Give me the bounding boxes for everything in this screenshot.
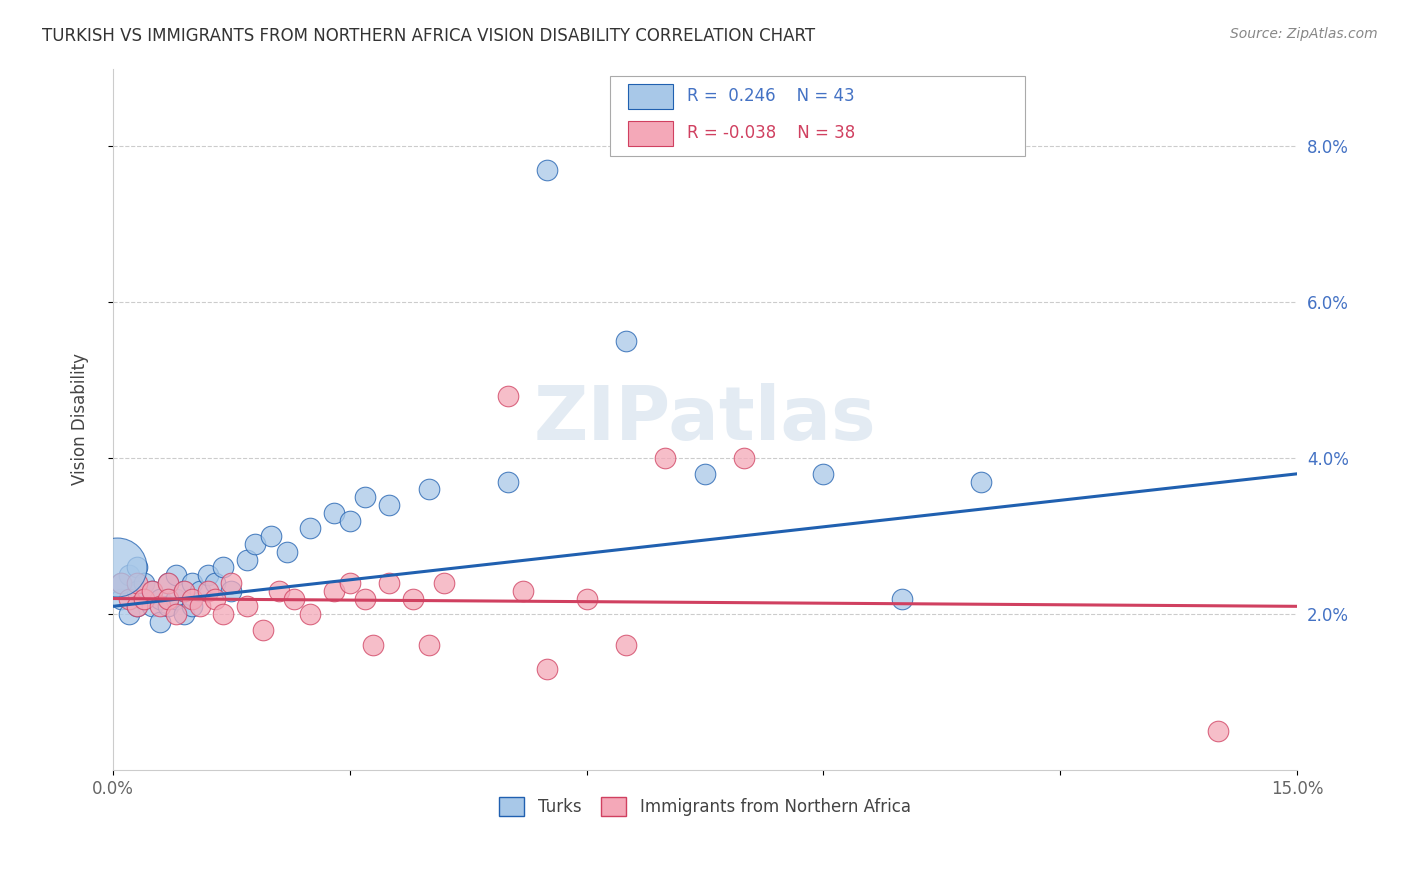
Point — [180, 576, 202, 591]
Point — [418, 483, 440, 497]
Point — [157, 591, 180, 606]
Point — [117, 568, 139, 582]
Point — [252, 623, 274, 637]
FancyBboxPatch shape — [610, 76, 1025, 156]
Point — [733, 451, 755, 466]
Y-axis label: Vision Disability: Vision Disability — [72, 353, 89, 485]
Point — [165, 568, 187, 582]
Point — [105, 560, 128, 574]
Point — [157, 576, 180, 591]
Point — [149, 615, 172, 629]
Point — [110, 576, 132, 591]
FancyBboxPatch shape — [628, 121, 673, 145]
Point — [165, 591, 187, 606]
Point — [433, 576, 456, 591]
Point — [134, 576, 156, 591]
Point — [243, 537, 266, 551]
Point — [180, 591, 202, 606]
Point — [813, 467, 835, 481]
Point — [188, 599, 211, 614]
Point — [197, 568, 219, 582]
Point — [204, 591, 226, 606]
Point — [496, 389, 519, 403]
Point — [283, 591, 305, 606]
Point — [378, 576, 401, 591]
Text: R = -0.038    N = 38: R = -0.038 N = 38 — [688, 124, 855, 142]
Point — [125, 583, 148, 598]
Text: ZIPatlas: ZIPatlas — [534, 383, 876, 456]
Point — [1206, 724, 1229, 739]
Point — [378, 498, 401, 512]
Point — [219, 576, 242, 591]
Point — [339, 514, 361, 528]
Point — [512, 583, 534, 598]
Point — [363, 638, 385, 652]
Point — [149, 591, 172, 606]
Point — [536, 162, 558, 177]
Point — [322, 506, 344, 520]
Point — [110, 576, 132, 591]
Point — [418, 638, 440, 652]
Point — [117, 591, 139, 606]
Point — [125, 576, 148, 591]
Point — [125, 599, 148, 614]
Point — [197, 583, 219, 598]
Point — [173, 583, 195, 598]
Point — [536, 662, 558, 676]
Point — [496, 475, 519, 489]
Point — [299, 607, 322, 621]
Point — [891, 591, 914, 606]
Point — [125, 560, 148, 574]
Point — [276, 545, 298, 559]
Point — [236, 599, 259, 614]
Point — [339, 576, 361, 591]
Point — [654, 451, 676, 466]
Legend: Turks, Immigrants from Northern Africa: Turks, Immigrants from Northern Africa — [491, 789, 920, 825]
Point — [173, 607, 195, 621]
Point — [354, 591, 377, 606]
Point — [204, 576, 226, 591]
Text: TURKISH VS IMMIGRANTS FROM NORTHERN AFRICA VISION DISABILITY CORRELATION CHART: TURKISH VS IMMIGRANTS FROM NORTHERN AFRI… — [42, 27, 815, 45]
Point — [149, 599, 172, 614]
Point — [157, 599, 180, 614]
Point — [125, 599, 148, 614]
Point — [322, 583, 344, 598]
Point — [212, 560, 235, 574]
Point — [173, 583, 195, 598]
Point — [970, 475, 993, 489]
Point — [402, 591, 425, 606]
Point — [299, 521, 322, 535]
Point — [180, 599, 202, 614]
Point — [267, 583, 290, 598]
Text: R =  0.246    N = 43: R = 0.246 N = 43 — [688, 87, 855, 105]
Point — [134, 591, 156, 606]
Point — [354, 490, 377, 504]
Point — [141, 583, 163, 598]
Point — [260, 529, 283, 543]
FancyBboxPatch shape — [628, 84, 673, 109]
Text: Source: ZipAtlas.com: Source: ZipAtlas.com — [1230, 27, 1378, 41]
Point — [236, 552, 259, 566]
Point — [141, 599, 163, 614]
Point — [575, 591, 598, 606]
Point — [219, 583, 242, 598]
Point — [165, 607, 187, 621]
Point — [141, 583, 163, 598]
Point — [188, 583, 211, 598]
Point — [117, 607, 139, 621]
Point — [157, 576, 180, 591]
Point — [212, 607, 235, 621]
Point — [614, 638, 637, 652]
Point — [110, 591, 132, 606]
Point — [693, 467, 716, 481]
Point — [134, 591, 156, 606]
Point — [614, 334, 637, 349]
